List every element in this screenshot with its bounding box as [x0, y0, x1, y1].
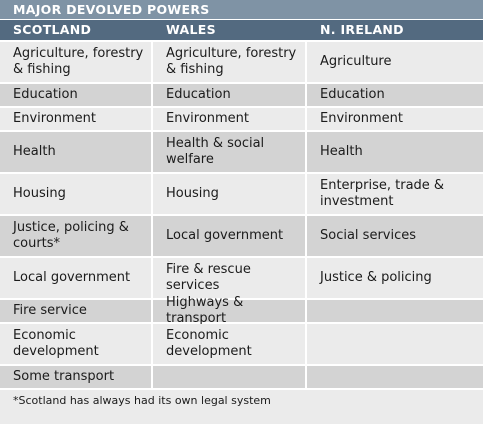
table-cell: Local government — [153, 216, 307, 256]
table-cell: Highways & transport — [153, 295, 307, 326]
table-cell: Economic development — [0, 324, 153, 364]
column-header-wales: WALES — [166, 22, 216, 37]
table-row: Education Education Education — [0, 84, 483, 108]
table-cell: Health — [307, 132, 483, 172]
footnote: *Scotland has always had its own legal s… — [0, 390, 483, 413]
table-cell: Economic development — [153, 324, 307, 364]
table-cell: Education — [307, 84, 483, 106]
table-row: Local government Fire & rescue services … — [0, 258, 483, 300]
column-header-scotland: SCOTLAND — [13, 22, 92, 37]
table-row: Health Health & social welfare Health — [0, 132, 483, 174]
column-header-row: SCOTLAND WALES N. IRELAND — [0, 20, 483, 42]
table-title: MAJOR DEVOLVED POWERS — [0, 0, 483, 20]
table-cell: Education — [153, 84, 307, 106]
table-cell: Health — [0, 132, 153, 172]
table-cell — [307, 300, 483, 322]
table-row: Agriculture, forestry & fishing Agricult… — [0, 42, 483, 84]
table-row: Justice, policing & courts* Local govern… — [0, 216, 483, 258]
table-row: Economic development Economic developmen… — [0, 324, 483, 366]
table-cell: Fire service — [0, 300, 153, 322]
column-header-n-ireland: N. IRELAND — [320, 22, 404, 37]
table-cell: Fire & rescue services — [153, 258, 307, 298]
table-cell: Housing — [153, 174, 307, 214]
table-cell: Local government — [0, 258, 153, 298]
table-cell: Social services — [307, 216, 483, 256]
table-row: Some transport — [0, 366, 483, 390]
table-cell: Agriculture — [307, 42, 483, 82]
table-cell: Enterprise, trade & investment — [307, 174, 483, 214]
table-cell: Environment — [0, 108, 153, 130]
table-cell: Health & social welfare — [153, 132, 307, 172]
table-cell: Environment — [153, 108, 307, 130]
table-cell — [307, 324, 483, 364]
table-row: Fire service Highways & transport — [0, 295, 483, 326]
table-cell: Some transport — [0, 366, 153, 388]
table-cell: Justice, policing & courts* — [0, 216, 153, 256]
table-cell: Justice & policing — [307, 258, 483, 298]
table-cell: Education — [0, 84, 153, 106]
table-row: Housing Housing Enterprise, trade & inve… — [0, 174, 483, 216]
table-cell: Agriculture, forestry & fishing — [153, 42, 307, 82]
table-cell — [307, 366, 483, 388]
table-cell: Housing — [0, 174, 153, 214]
table-cell: Environment — [307, 108, 483, 130]
table-cell — [153, 366, 307, 388]
table-row: Environment Environment Environment — [0, 108, 483, 132]
table-cell: Agriculture, forestry & fishing — [0, 42, 153, 82]
